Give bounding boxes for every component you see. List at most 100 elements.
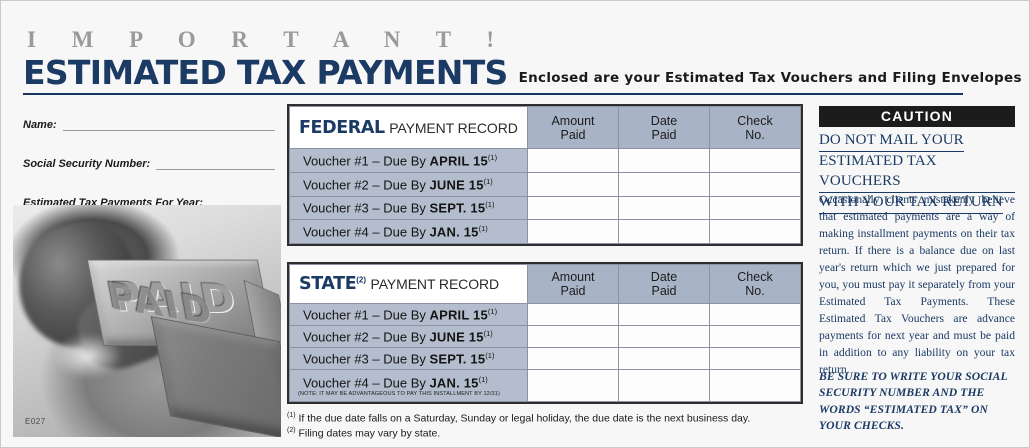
caution-headline-line-2: ESTIMATED TAX VOUCHERS xyxy=(819,152,1015,193)
state-row-1-check-input[interactable] xyxy=(709,303,801,327)
footnote-2-text: Filing dates may vary by state. xyxy=(295,427,441,440)
table-row: Voucher #3 – Due By SEPT. 15(1) xyxy=(289,195,801,221)
table-row: Voucher #2 – Due By JUNE 15(1) xyxy=(289,171,801,197)
federal-row-3-amount-input[interactable] xyxy=(527,195,619,221)
page-title: ESTIMATED TAX PAYMENTS xyxy=(23,53,508,92)
field-ssn-line[interactable] xyxy=(156,158,275,170)
table-row: Voucher #1 – Due By APRIL 15(1) xyxy=(289,148,801,173)
footnote-2-marker: (2) xyxy=(287,427,296,435)
federal-row-1-check-input[interactable] xyxy=(709,148,801,173)
state-row-3-date-input[interactable] xyxy=(618,347,710,371)
field-name-label: Name: xyxy=(23,119,57,131)
federal-row-3-check-input[interactable] xyxy=(709,195,801,221)
field-ssn[interactable]: Social Security Number: xyxy=(23,158,275,170)
state-payment-record-table: STATE(2) PAYMENT RECORD Amount Paid Date… xyxy=(287,262,803,404)
state-col-date-paid: Date Paid xyxy=(618,263,710,305)
page-subtitle: Enclosed are your Estimated Tax Vouchers… xyxy=(518,70,1022,86)
caution-headline-line-1: DO NOT MAIL YOUR xyxy=(819,131,964,152)
federal-row-4-label: Voucher #4 – Due By JAN. 15(1) xyxy=(289,219,528,244)
table-row: Voucher #1 – Due By APRIL 15(1) xyxy=(289,303,801,327)
paid-stamp-photo: PAID PAID xyxy=(13,205,281,437)
table-row: Voucher #4 – Due By JAN. 15(1) (NOTE: IT … xyxy=(289,369,801,402)
federal-col-date-line2: Paid xyxy=(651,127,677,142)
federal-row-3-date: SEPT. 15 xyxy=(429,200,486,216)
table-header-row: STATE(2) PAYMENT RECORD Amount Paid Date… xyxy=(289,263,801,305)
federal-col-check-line1: Check xyxy=(737,113,773,128)
state-row-1-date-input[interactable] xyxy=(618,303,710,327)
footnote-1-marker: (1) xyxy=(287,412,296,419)
federal-row-4-date-input[interactable] xyxy=(618,219,710,244)
state-row-1-fn: (1) xyxy=(487,307,498,317)
state-tag: STATE xyxy=(299,274,357,295)
table-header-row: FEDERAL PAYMENT RECORD Amount Paid Date … xyxy=(289,105,801,150)
state-col-amount-line1: Amount xyxy=(551,270,595,285)
state-row-3-date: SEPT. 15 xyxy=(429,351,486,367)
state-row-4-date: JAN. 15 xyxy=(429,374,479,390)
federal-payment-record-table: FEDERAL PAYMENT RECORD Amount Paid Date … xyxy=(287,104,803,246)
state-col-date-line1: Date xyxy=(650,270,678,285)
state-row-4-prefix: Voucher #4 – Due By xyxy=(303,374,430,390)
federal-row-1-prefix: Voucher #1 – Due By xyxy=(303,153,430,169)
field-name[interactable]: Name: xyxy=(23,119,275,131)
federal-row-2-date-input[interactable] xyxy=(618,171,710,197)
state-row-2-fn: (1) xyxy=(483,329,493,339)
federal-row-2-label: Voucher #2 – Due By JUNE 15(1) xyxy=(289,171,528,197)
state-col-amount-line2: Paid xyxy=(560,284,586,299)
federal-col-check-line2: No. xyxy=(745,127,765,142)
federal-row-1-label: Voucher #1 – Due By APRIL 15(1) xyxy=(289,148,528,173)
state-row-2-amount-input[interactable] xyxy=(527,325,619,349)
state-row-2-date-input[interactable] xyxy=(618,325,710,349)
federal-row-4-fn: (1) xyxy=(478,223,488,233)
federal-row-1-amount-input[interactable] xyxy=(527,148,619,173)
state-row-1-date: APRIL 15 xyxy=(429,307,488,323)
state-row-4-label: Voucher #4 – Due By JAN. 15(1) (NOTE: IT … xyxy=(289,369,528,402)
state-row-3-label: Voucher #3 – Due By SEPT. 15(1) xyxy=(289,347,528,371)
state-row-3-amount-input[interactable] xyxy=(527,347,619,371)
federal-row-1-date: APRIL 15 xyxy=(429,153,488,169)
state-col-check-no: Check No. xyxy=(709,263,801,305)
federal-row-2-check-input[interactable] xyxy=(709,171,801,197)
federal-row-3-label: Voucher #3 – Due By SEPT. 15(1) xyxy=(289,195,528,221)
field-ssn-label: Social Security Number: xyxy=(23,158,151,170)
federal-col-amount-paid: Amount Paid xyxy=(527,105,619,150)
federal-title-cell: FEDERAL PAYMENT RECORD xyxy=(289,105,528,150)
field-name-line[interactable] xyxy=(62,119,275,131)
table-row: Voucher #4 – Due By JAN. 15(1) xyxy=(289,219,801,244)
federal-row-4-amount-input[interactable] xyxy=(527,219,619,244)
state-row-3-prefix: Voucher #3 – Due By xyxy=(303,351,430,367)
state-row-4-check-input[interactable] xyxy=(709,369,801,402)
federal-row-3-date-input[interactable] xyxy=(618,195,710,221)
state-row-2-check-input[interactable] xyxy=(709,325,801,349)
federal-row-4-check-input[interactable] xyxy=(709,219,801,244)
state-row-4-amount-input[interactable] xyxy=(527,369,619,402)
state-title-cell: STATE(2) PAYMENT RECORD xyxy=(289,263,528,305)
federal-col-amount-line1: Amount xyxy=(551,113,595,128)
federal-row-2-prefix: Voucher #2 – Due By xyxy=(303,176,430,192)
state-row-1-amount-input[interactable] xyxy=(527,303,619,327)
federal-tag-rest: PAYMENT RECORD xyxy=(389,119,518,136)
federal-row-3-prefix: Voucher #3 – Due By xyxy=(303,200,430,216)
federal-row-4-date: JAN. 15 xyxy=(429,224,479,240)
federal-row-4-prefix: Voucher #4 – Due By xyxy=(303,224,430,240)
federal-col-date-paid: Date Paid xyxy=(618,105,710,150)
state-col-check-line2: No. xyxy=(745,284,765,299)
state-col-check-line1: Check xyxy=(737,270,773,285)
federal-row-3-fn: (1) xyxy=(485,200,495,210)
state-row-2-date: JUNE 15 xyxy=(429,329,484,345)
stamp-block: PAID PAID xyxy=(86,242,281,437)
state-col-date-line2: Paid xyxy=(651,284,677,299)
federal-row-1-date-input[interactable] xyxy=(618,148,710,173)
header-divider xyxy=(23,93,963,95)
state-row-4-fn: (1) xyxy=(478,374,488,384)
footnotes: (1) If the due date falls on a Saturday,… xyxy=(287,411,807,442)
state-row-2-prefix: Voucher #2 – Due By xyxy=(303,329,430,345)
caution-headline: DO NOT MAIL YOUR ESTIMATED TAX VOUCHERS … xyxy=(819,131,1015,214)
caution-headline-line-3: WITH YOUR TAX RETURN xyxy=(819,193,1003,214)
state-row-4-date-input[interactable] xyxy=(618,369,710,402)
state-row-3-check-input[interactable] xyxy=(709,347,801,371)
federal-row-2-amount-input[interactable] xyxy=(527,171,619,197)
state-row-1-label: Voucher #1 – Due By APRIL 15(1) xyxy=(289,303,528,327)
eyebrow-important: I M P O R T A N T ! xyxy=(27,27,510,52)
federal-row-1-fn: (1) xyxy=(487,152,498,162)
state-row-4-note: (NOTE: IT MAY BE ADVANTAGEOUS TO PAY THI… xyxy=(298,390,500,397)
